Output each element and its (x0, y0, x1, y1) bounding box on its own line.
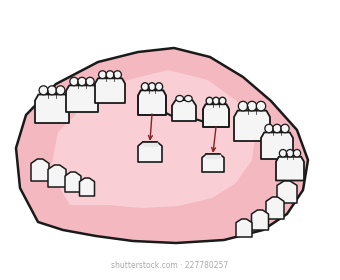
Polygon shape (277, 181, 297, 203)
Polygon shape (206, 154, 220, 158)
Polygon shape (276, 157, 304, 181)
Polygon shape (203, 104, 229, 127)
Polygon shape (252, 210, 269, 230)
Polygon shape (234, 111, 270, 141)
Ellipse shape (281, 124, 289, 133)
Polygon shape (266, 197, 284, 219)
Ellipse shape (176, 95, 184, 102)
Ellipse shape (148, 83, 156, 90)
Ellipse shape (293, 150, 301, 157)
Ellipse shape (286, 150, 294, 157)
Polygon shape (202, 154, 224, 172)
Ellipse shape (78, 77, 86, 86)
Ellipse shape (256, 101, 266, 111)
Ellipse shape (238, 101, 248, 111)
Polygon shape (48, 165, 66, 187)
Ellipse shape (86, 77, 94, 86)
Text: shutterstock.com · 227780257: shutterstock.com · 227780257 (112, 261, 228, 270)
Ellipse shape (141, 83, 149, 90)
Polygon shape (95, 78, 125, 103)
Polygon shape (16, 48, 308, 243)
Polygon shape (236, 219, 252, 237)
Ellipse shape (206, 97, 213, 104)
Polygon shape (261, 132, 293, 159)
Ellipse shape (114, 71, 121, 79)
Ellipse shape (155, 83, 163, 90)
Polygon shape (35, 95, 69, 123)
Ellipse shape (247, 101, 257, 111)
Ellipse shape (56, 86, 65, 95)
Polygon shape (80, 178, 95, 196)
Ellipse shape (265, 124, 273, 133)
Ellipse shape (273, 124, 281, 133)
Ellipse shape (99, 71, 106, 79)
Polygon shape (138, 90, 166, 115)
Ellipse shape (185, 95, 192, 102)
Ellipse shape (279, 150, 287, 157)
Polygon shape (65, 172, 81, 192)
Polygon shape (138, 142, 162, 162)
Polygon shape (50, 70, 256, 208)
Ellipse shape (70, 77, 78, 86)
Ellipse shape (106, 71, 114, 79)
Polygon shape (66, 85, 98, 112)
Ellipse shape (219, 97, 226, 104)
Ellipse shape (212, 97, 219, 104)
Ellipse shape (48, 86, 56, 95)
Polygon shape (143, 142, 157, 146)
Polygon shape (31, 159, 49, 181)
Ellipse shape (39, 86, 48, 95)
Polygon shape (172, 100, 196, 121)
